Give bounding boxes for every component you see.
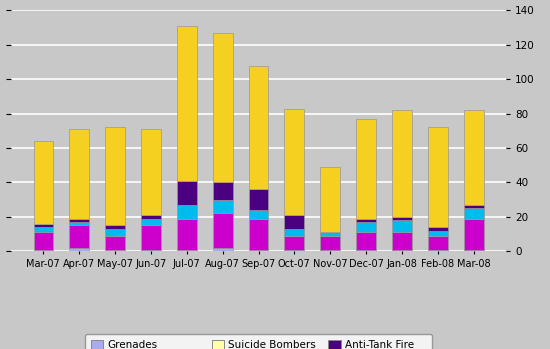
Bar [34,250,53,251]
Bar [213,33,233,183]
Bar [464,218,483,250]
Bar [34,232,53,250]
Bar [69,248,89,251]
Bar [392,232,412,250]
Bar [356,222,376,232]
Bar [464,110,483,205]
Bar [69,129,89,218]
Bar [284,250,304,251]
Bar [356,218,376,222]
Bar [249,218,268,250]
Bar [392,110,412,217]
Bar [284,229,304,236]
Bar [428,227,448,231]
Bar [249,190,268,210]
Bar [177,205,197,218]
Bar [284,109,304,215]
Bar [428,231,448,236]
Bar [213,183,233,200]
Bar [320,236,340,250]
Bar [213,214,233,248]
Bar [428,127,448,227]
Bar [69,222,89,225]
Bar [320,232,340,236]
Bar [356,250,376,251]
Bar [105,127,125,225]
Bar [34,224,53,227]
Bar [428,250,448,251]
Legend: Grenades, Explosive Charges, Suicide Bombers, Personal Assaults, Anti-Tank Fire,: Grenades, Explosive Charges, Suicide Bom… [85,334,432,349]
Bar [249,210,268,218]
Bar [141,250,161,251]
Bar [69,225,89,248]
Bar [320,167,340,232]
Bar [141,129,161,215]
Bar [141,225,161,250]
Bar [177,218,197,250]
Bar [105,250,125,251]
Bar [284,215,304,229]
Bar [320,250,340,251]
Bar [356,119,376,218]
Bar [213,248,233,251]
Bar [464,250,483,251]
Bar [34,141,53,224]
Bar [213,200,233,214]
Bar [177,250,197,251]
Bar [464,208,483,218]
Bar [105,236,125,250]
Bar [464,205,483,208]
Bar [392,217,412,220]
Bar [141,218,161,225]
Bar [392,250,412,251]
Bar [177,26,197,181]
Bar [105,229,125,236]
Bar [284,236,304,250]
Bar [392,220,412,232]
Bar [356,232,376,250]
Bar [177,181,197,205]
Bar [249,250,268,251]
Bar [34,227,53,232]
Bar [428,236,448,250]
Bar [141,215,161,218]
Bar [249,66,268,190]
Bar [69,218,89,222]
Bar [105,225,125,229]
